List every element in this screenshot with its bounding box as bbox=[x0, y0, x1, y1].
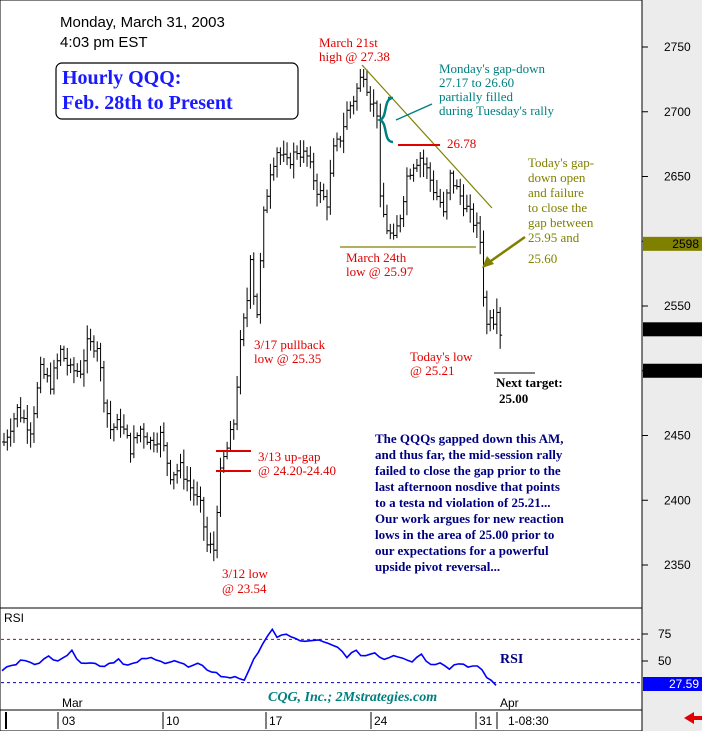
todays-low-line2: @ 25.21 bbox=[410, 363, 454, 378]
teal-annotations: Monday's gap-down 27.17 to 26.60 partial… bbox=[439, 61, 555, 118]
rsi-value-tag bbox=[643, 677, 702, 691]
title-box bbox=[55, 62, 299, 120]
next-target: Next target: 25.00 bbox=[496, 375, 563, 406]
upgap-line1: 3/13 up-gap bbox=[258, 449, 320, 464]
today-gap-line7: 25.60 bbox=[528, 251, 557, 266]
commentary-line: The QQQs gapped down this AM, bbox=[375, 431, 564, 446]
price-tag-label: 2598 bbox=[672, 237, 699, 251]
price-tick-label: 2700 bbox=[664, 105, 691, 119]
title-line-1: Hourly QQQ: bbox=[62, 67, 181, 89]
day-label: 24 bbox=[374, 714, 388, 728]
price-tag bbox=[643, 236, 702, 251]
red-annotations: March 21st high @ 27.38 26.78 March 24th… bbox=[222, 35, 476, 596]
price-tick-label: 2450 bbox=[664, 429, 691, 443]
today-gap-line3: and failure bbox=[528, 185, 584, 200]
rsi-panel-frame bbox=[0, 607, 643, 711]
gap-arrow-head bbox=[482, 256, 494, 268]
gap-note-line4: during Tuesday's rally bbox=[439, 103, 555, 118]
gap-note-line3: partially filled bbox=[439, 89, 514, 104]
day-label: 17 bbox=[269, 714, 283, 728]
rsi-y-axis: 75 50 bbox=[642, 627, 672, 668]
rsi-panel-label: RSI bbox=[4, 611, 24, 625]
commentary: The QQQs gapped down this AM, and thus f… bbox=[375, 431, 565, 574]
header-date: Monday, March 31, 2003 bbox=[60, 14, 225, 31]
price-tick-label: 2650 bbox=[664, 170, 691, 184]
price-bars bbox=[2, 68, 503, 562]
arrow-left-icon[interactable] bbox=[684, 712, 702, 724]
month-label-mar: Mar bbox=[62, 696, 83, 710]
rsi-tick-label: 50 bbox=[658, 654, 672, 668]
today-gap-line4: to close the bbox=[528, 200, 587, 215]
price-tag-label: 2532 bbox=[672, 322, 699, 336]
day-label: 03 bbox=[62, 714, 76, 728]
rsi-tick-label: 75 bbox=[658, 627, 672, 641]
next-target-value: 25.00 bbox=[499, 391, 528, 406]
today-gap-line5: gap between bbox=[528, 215, 594, 230]
day-label: 31 bbox=[479, 714, 493, 728]
price-axis-tags: 2598 2532 2500 bbox=[643, 236, 702, 378]
resistance-trendline bbox=[361, 64, 493, 209]
price-tag bbox=[643, 322, 702, 337]
rsi-series-label: RSI bbox=[500, 652, 523, 667]
today-gap-line2: down open bbox=[528, 170, 586, 185]
price-tag bbox=[643, 363, 702, 378]
olive-annotations: Today's gap- down open and failure to cl… bbox=[528, 155, 594, 266]
commentary-line: lows in the area of 25.00 prior to bbox=[375, 527, 554, 542]
pullback-line1: 3/17 pullback bbox=[254, 337, 326, 352]
commentary-line: upside pivot reversal... bbox=[375, 559, 500, 574]
low312-line2: @ 23.54 bbox=[222, 581, 267, 596]
rsi-reference-lines bbox=[1, 638, 641, 684]
march24-line2: low @ 25.97 bbox=[346, 264, 414, 279]
price-tick-label: 2750 bbox=[664, 40, 691, 54]
clock-label: 1-08:30 bbox=[508, 714, 549, 728]
commentary-line: our expectations for a powerful bbox=[375, 543, 549, 558]
gap-brace bbox=[376, 96, 394, 144]
date-axis: Mar Apr 03 10 17 24 31 1-08:30 bbox=[5, 696, 549, 729]
rsi-line bbox=[1, 627, 497, 686]
march21-line2: high @ 27.38 bbox=[319, 49, 390, 64]
price-tick-label: 2350 bbox=[664, 558, 691, 572]
month-label-apr: Apr bbox=[500, 696, 519, 710]
today-gap-line6: 25.95 and bbox=[528, 230, 580, 245]
commentary-line: Our work argues for new reaction bbox=[375, 511, 565, 526]
gap-pointer bbox=[395, 103, 433, 121]
title-line-2: Feb. 28th to Present bbox=[62, 92, 233, 114]
today-gap-line1: Today's gap- bbox=[528, 155, 594, 170]
gap-level-label: 26.78 bbox=[447, 136, 476, 151]
commentary-line: last afternoon nosdive that points bbox=[375, 479, 560, 494]
pullback-line2: low @ 25.35 bbox=[254, 351, 321, 366]
upgap-line2: @ 24.20-24.40 bbox=[258, 463, 336, 478]
credit-text: CQG, Inc.; 2Mstrategies.com bbox=[268, 690, 437, 705]
next-target-label: Next target: bbox=[496, 375, 563, 390]
commentary-line: failed to close the gap prior to the bbox=[375, 463, 561, 478]
commentary-line: and thus far, the mid-session rally bbox=[375, 447, 563, 462]
date-axis-frame bbox=[0, 709, 643, 731]
price-bar bbox=[498, 307, 503, 349]
march21-line1: March 21st bbox=[319, 35, 378, 50]
rsi-value-tag-label: 27.59 bbox=[669, 677, 699, 691]
gap-note-line1: Monday's gap-down bbox=[439, 61, 545, 76]
gap-arrow-shaft bbox=[487, 235, 526, 265]
todays-low-line1: Today's low bbox=[410, 349, 473, 364]
price-tick-label: 2400 bbox=[664, 493, 691, 507]
price-tick-label: 2550 bbox=[664, 299, 691, 313]
low312-line1: 3/12 low bbox=[222, 566, 268, 581]
header-time: 4:03 pm EST bbox=[60, 34, 148, 51]
price-tag-label: 2500 bbox=[672, 364, 699, 378]
commentary-line: to a testa nd violation of 25.21... bbox=[375, 495, 551, 510]
gap-note-line2: 27.17 to 26.60 bbox=[439, 75, 514, 90]
march24-line1: March 24th bbox=[346, 250, 407, 265]
day-label: 10 bbox=[166, 714, 180, 728]
